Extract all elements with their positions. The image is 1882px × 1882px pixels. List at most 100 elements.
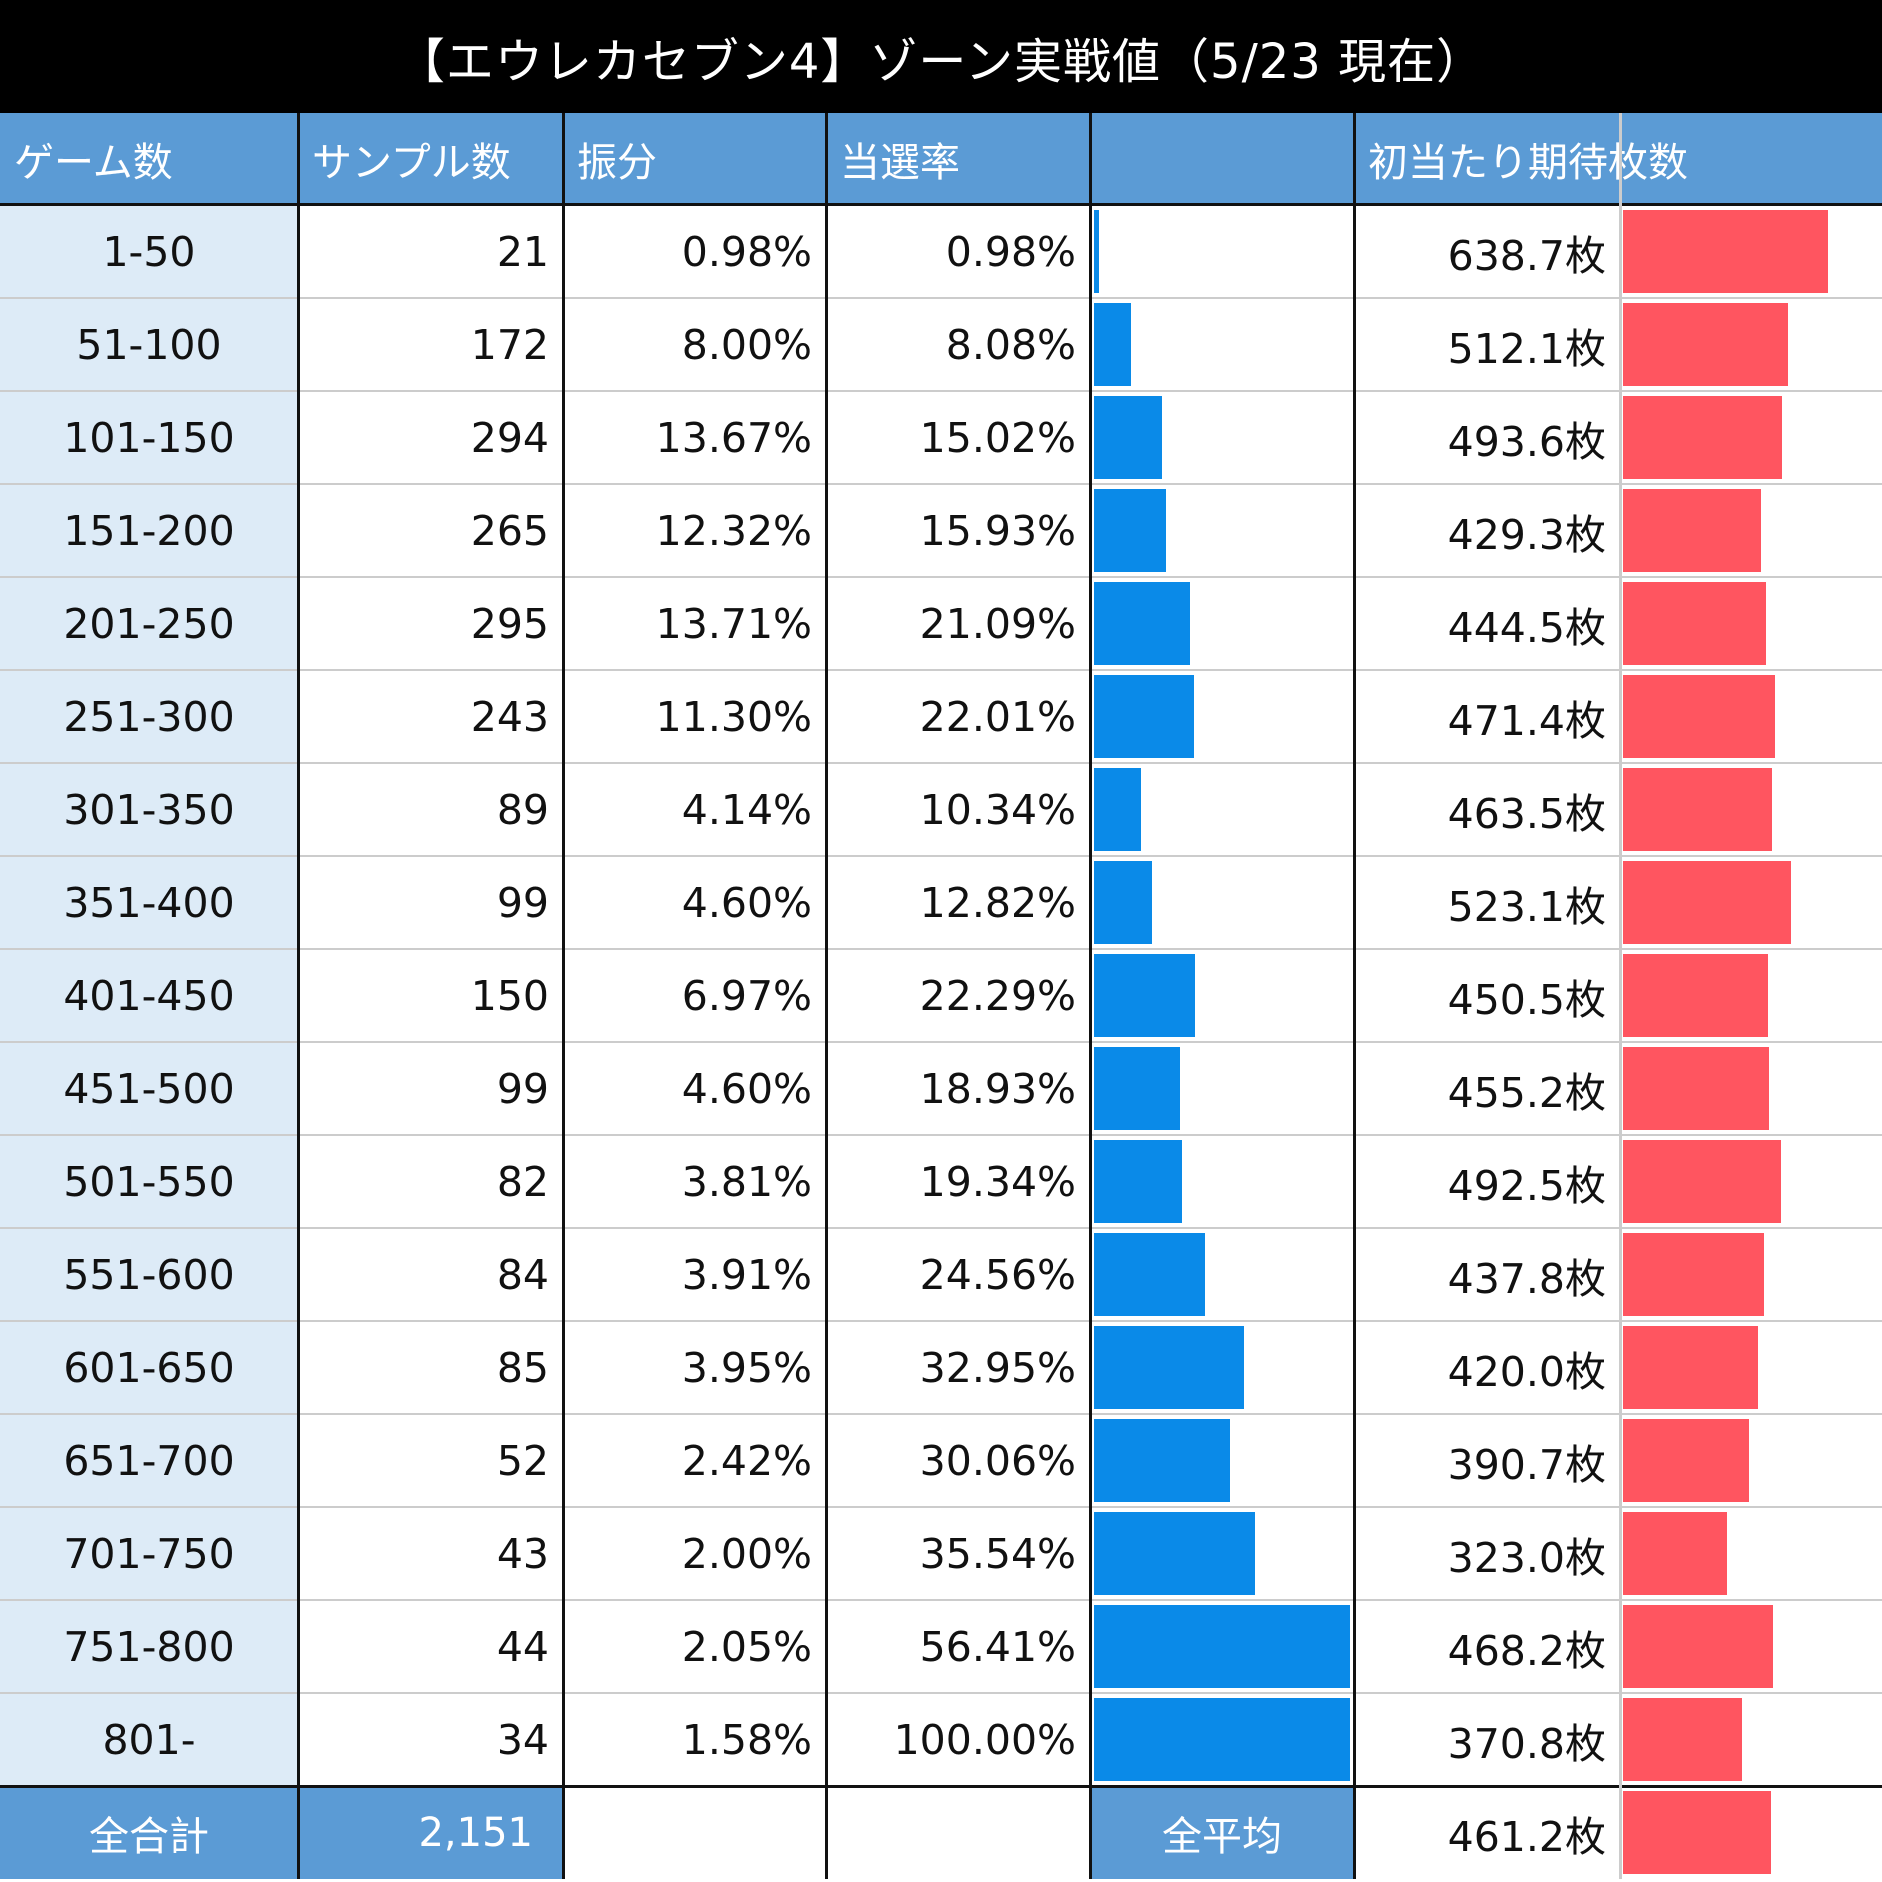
share-cell: 3.95% [681, 1343, 812, 1392]
samples-cell: 172 [470, 320, 549, 369]
zone-cell: 651-700 [0, 1414, 298, 1507]
column-divider [1089, 113, 1092, 1879]
share-cell: 3.81% [681, 1157, 812, 1206]
share-cell: 13.67% [655, 413, 812, 462]
zone-cell: 401-450 [0, 949, 298, 1042]
rate-bar [1094, 210, 1099, 293]
header-cell: サンプル数 [298, 113, 563, 205]
samples-cell: 52 [496, 1436, 549, 1485]
page-title: 【エウレカセブン4】ゾーン実戦値（5/23 現在） [0, 0, 1882, 113]
medals-bar [1623, 1605, 1774, 1688]
rate-bar [1094, 1419, 1231, 1502]
share-cell: 4.14% [681, 785, 812, 834]
rate-cell: 24.56% [919, 1250, 1076, 1299]
rate-bar [1094, 1698, 1350, 1781]
medals-cell: 450.5枚 [1447, 975, 1606, 1024]
rate-cell: 0.98% [945, 227, 1076, 276]
share-cell: 4.60% [681, 1064, 812, 1113]
samples-cell: 44 [496, 1622, 549, 1671]
medals-bar [1623, 582, 1766, 665]
row-divider [0, 855, 1882, 857]
zone-cell: 751-800 [0, 1600, 298, 1693]
medals-bar [1623, 489, 1761, 572]
zone-cell: 451-500 [0, 1042, 298, 1135]
row-divider [0, 1227, 1882, 1229]
row-divider [0, 1692, 1882, 1694]
row-divider [0, 1599, 1882, 1601]
rate-cell: 22.01% [919, 692, 1076, 741]
rate-bar [1094, 861, 1153, 944]
samples-cell: 265 [470, 506, 549, 555]
share-cell: 0.98% [681, 227, 812, 276]
rate-cell: 56.41% [919, 1622, 1076, 1671]
row-divider [0, 297, 1882, 299]
rate-bar [1094, 675, 1194, 758]
medals-cell: 523.1枚 [1447, 882, 1606, 931]
share-cell: 8.00% [681, 320, 812, 369]
medals-bar [1623, 675, 1775, 758]
medals-cell: 492.5枚 [1447, 1161, 1606, 1210]
share-cell: 1.58% [681, 1715, 812, 1764]
row-divider [0, 1506, 1882, 1508]
medals-cell: 493.6枚 [1447, 417, 1606, 466]
medals-bar [1623, 396, 1782, 479]
row-divider [0, 948, 1882, 950]
rate-cell: 19.34% [919, 1157, 1076, 1206]
samples-cell: 89 [496, 785, 549, 834]
samples-cell: 84 [496, 1250, 549, 1299]
zone-cell: 101-150 [0, 391, 298, 484]
column-divider [297, 113, 300, 1879]
header-cell: ゲーム数 [0, 113, 298, 205]
average-label: 全平均 [1090, 1786, 1354, 1879]
medals-cell: 420.0枚 [1447, 1347, 1606, 1396]
rate-cell: 21.09% [919, 599, 1076, 648]
column-divider [562, 113, 565, 1879]
column-divider [1619, 113, 1622, 1879]
rate-bar [1094, 396, 1163, 479]
medals-cell: 444.5枚 [1447, 603, 1606, 652]
zone-cell: 151-200 [0, 484, 298, 577]
zone-cell: 51-100 [0, 298, 298, 391]
rate-cell: 100.00% [893, 1715, 1076, 1764]
zone-table: ゲーム数 サンプル数 振分 当選率 初当たり期待枚数 1-50 21 0.98% 0.98% 63… [0, 113, 1882, 1882]
medals-cell: 437.8枚 [1447, 1254, 1606, 1303]
zone-cell: 551-600 [0, 1228, 298, 1321]
zone-cell: 301-350 [0, 763, 298, 856]
medals-cell: 468.2枚 [1447, 1626, 1606, 1675]
medals-cell: 512.1枚 [1447, 324, 1606, 373]
rate-bar [1094, 489, 1167, 572]
medals-cell: 471.4枚 [1447, 696, 1606, 745]
rate-cell: 35.54% [919, 1529, 1076, 1578]
zone-cell: 801- [0, 1693, 298, 1786]
rate-bar [1094, 1047, 1180, 1130]
rate-cell: 12.82% [919, 878, 1076, 927]
zone-cell: 201-250 [0, 577, 298, 670]
header-cell [1090, 113, 1354, 205]
share-cell: 2.00% [681, 1529, 812, 1578]
medals-cell: 370.8枚 [1447, 1719, 1606, 1768]
row-divider [0, 1134, 1882, 1136]
column-divider [825, 113, 828, 1879]
share-cell: 2.05% [681, 1622, 812, 1671]
medals-cell: 638.7枚 [1447, 231, 1606, 280]
rate-cell: 22.29% [919, 971, 1076, 1020]
medals-bar [1623, 1140, 1782, 1223]
samples-cell: 99 [496, 878, 549, 927]
samples-cell: 21 [496, 227, 549, 276]
rate-bar [1094, 1605, 1350, 1688]
medals-cell: 323.0枚 [1447, 1533, 1606, 1582]
zone-cell: 1-50 [0, 205, 298, 298]
rate-cell: 15.02% [919, 413, 1076, 462]
medals-bar [1623, 1698, 1743, 1781]
column-divider [1353, 113, 1356, 1879]
rate-bar [1094, 1512, 1256, 1595]
total-label: 全合計 [0, 1786, 298, 1879]
row-divider [0, 762, 1882, 764]
rate-cell: 18.93% [919, 1064, 1076, 1113]
samples-cell: 150 [470, 971, 549, 1020]
medals-bar [1623, 1512, 1727, 1595]
average-medals: 461.2枚 [1447, 1812, 1606, 1861]
share-cell: 11.30% [655, 692, 812, 741]
zone-cell: 501-550 [0, 1135, 298, 1228]
medals-cell: 463.5枚 [1447, 789, 1606, 838]
